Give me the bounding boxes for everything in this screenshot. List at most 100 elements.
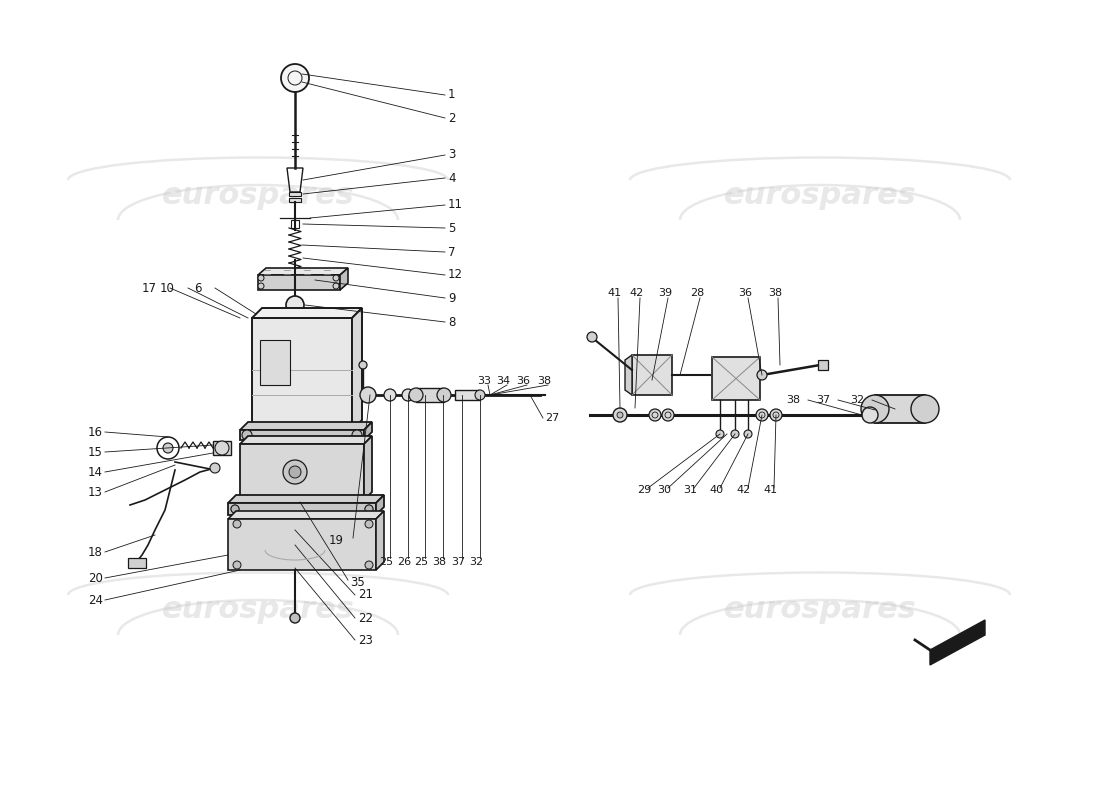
- Text: 38: 38: [768, 288, 782, 298]
- Bar: [289, 198, 301, 202]
- Ellipse shape: [437, 388, 451, 402]
- Polygon shape: [364, 422, 372, 440]
- Text: 32: 32: [469, 557, 483, 567]
- Text: 9: 9: [448, 291, 455, 305]
- Text: 14: 14: [88, 466, 103, 478]
- Bar: [260, 340, 290, 385]
- Text: 21: 21: [358, 589, 373, 602]
- Polygon shape: [258, 268, 348, 275]
- Polygon shape: [340, 268, 348, 290]
- Circle shape: [210, 463, 220, 473]
- Ellipse shape: [911, 395, 939, 423]
- Circle shape: [233, 561, 241, 569]
- Polygon shape: [352, 308, 362, 430]
- Polygon shape: [376, 511, 384, 570]
- Bar: [455, 390, 480, 400]
- Circle shape: [587, 332, 597, 342]
- Circle shape: [744, 430, 752, 438]
- Text: 25: 25: [414, 557, 428, 567]
- Text: 19: 19: [329, 534, 344, 546]
- Text: 22: 22: [358, 611, 373, 625]
- Circle shape: [231, 505, 239, 513]
- Text: 37: 37: [816, 395, 831, 405]
- Polygon shape: [364, 436, 372, 500]
- Circle shape: [613, 408, 627, 422]
- Text: eurospares: eurospares: [162, 595, 354, 625]
- Text: 41: 41: [608, 288, 623, 298]
- Polygon shape: [258, 275, 340, 290]
- Text: 23: 23: [358, 634, 373, 646]
- Polygon shape: [712, 357, 760, 400]
- Circle shape: [289, 466, 301, 478]
- Circle shape: [732, 430, 739, 438]
- Circle shape: [280, 64, 309, 92]
- Text: 25: 25: [378, 557, 393, 567]
- Polygon shape: [252, 318, 352, 430]
- Text: 12: 12: [448, 269, 463, 282]
- Circle shape: [365, 561, 373, 569]
- Circle shape: [286, 296, 304, 314]
- Polygon shape: [930, 620, 984, 665]
- Text: 38: 38: [432, 557, 447, 567]
- Circle shape: [359, 361, 367, 369]
- Text: 7: 7: [448, 246, 455, 258]
- Text: 27: 27: [544, 413, 559, 423]
- Text: 36: 36: [738, 288, 752, 298]
- Text: 40: 40: [708, 485, 723, 495]
- Text: eurospares: eurospares: [724, 595, 916, 625]
- Text: 3: 3: [448, 149, 455, 162]
- Circle shape: [770, 409, 782, 421]
- Text: 42: 42: [630, 288, 645, 298]
- Text: 8: 8: [448, 315, 455, 329]
- Text: 31: 31: [683, 485, 697, 495]
- Text: 29: 29: [637, 485, 651, 495]
- Text: 34: 34: [496, 376, 510, 386]
- Circle shape: [365, 505, 373, 513]
- Polygon shape: [240, 422, 372, 430]
- Text: 24: 24: [88, 594, 103, 606]
- Text: 2: 2: [448, 111, 455, 125]
- Circle shape: [365, 520, 373, 528]
- Text: 18: 18: [88, 546, 103, 558]
- Text: 38: 38: [537, 376, 551, 386]
- Text: 17: 17: [142, 282, 157, 294]
- Circle shape: [662, 409, 674, 421]
- Circle shape: [384, 389, 396, 401]
- Text: eurospares: eurospares: [162, 181, 354, 210]
- Text: 33: 33: [477, 376, 491, 386]
- Bar: [289, 192, 301, 196]
- Polygon shape: [240, 430, 364, 440]
- Polygon shape: [228, 519, 376, 570]
- Text: 15: 15: [88, 446, 103, 458]
- Text: 42: 42: [737, 485, 751, 495]
- Circle shape: [233, 520, 241, 528]
- Circle shape: [649, 409, 661, 421]
- Text: 39: 39: [658, 288, 672, 298]
- Polygon shape: [228, 503, 376, 515]
- Circle shape: [258, 283, 264, 289]
- Text: 36: 36: [516, 376, 530, 386]
- Circle shape: [402, 389, 414, 401]
- Circle shape: [617, 412, 623, 418]
- Text: 6: 6: [195, 282, 202, 294]
- Polygon shape: [228, 495, 384, 503]
- Polygon shape: [376, 495, 384, 515]
- Text: 30: 30: [657, 485, 671, 495]
- Circle shape: [290, 613, 300, 623]
- Polygon shape: [240, 436, 372, 444]
- Text: 38: 38: [785, 395, 800, 405]
- Text: 20: 20: [88, 571, 103, 585]
- Text: 11: 11: [448, 198, 463, 211]
- Circle shape: [716, 430, 724, 438]
- Circle shape: [360, 387, 376, 403]
- Ellipse shape: [861, 395, 889, 423]
- Ellipse shape: [409, 388, 424, 402]
- Circle shape: [756, 409, 768, 421]
- Circle shape: [242, 430, 252, 440]
- Text: 16: 16: [88, 426, 103, 438]
- Text: 1: 1: [448, 89, 455, 102]
- Circle shape: [283, 460, 307, 484]
- Circle shape: [333, 283, 339, 289]
- Polygon shape: [252, 308, 362, 318]
- Bar: [874, 395, 925, 423]
